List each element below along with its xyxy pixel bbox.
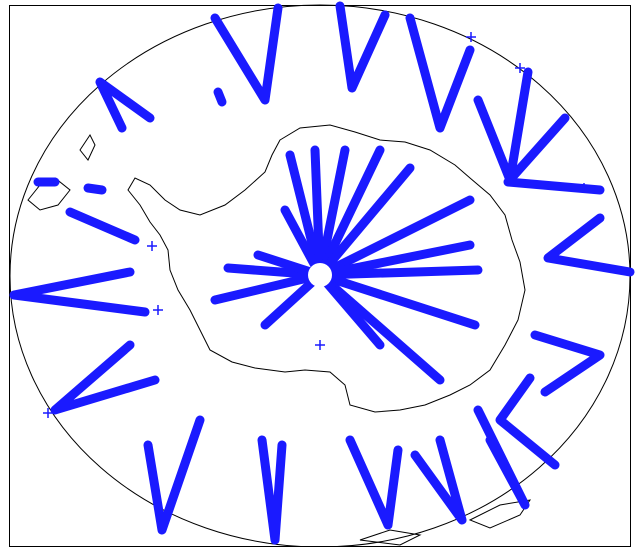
track	[143, 415, 205, 535]
track	[310, 145, 325, 280]
track	[65, 207, 140, 245]
track	[543, 213, 635, 277]
marker	[466, 32, 476, 42]
track	[50, 340, 160, 415]
track	[503, 113, 605, 195]
track	[473, 405, 530, 510]
track	[315, 195, 475, 280]
track	[335, 1, 390, 93]
polar-tracks	[210, 145, 483, 385]
track	[213, 87, 227, 107]
coastline	[127, 124, 526, 413]
marker	[515, 63, 525, 73]
marker	[43, 408, 53, 418]
track	[260, 270, 325, 330]
track	[345, 435, 403, 530]
track	[315, 163, 415, 280]
track	[315, 265, 483, 280]
markers	[43, 32, 588, 418]
coastline	[79, 134, 96, 161]
track	[495, 373, 560, 470]
track	[530, 330, 605, 397]
coastline	[359, 529, 422, 546]
track	[315, 145, 350, 280]
track	[315, 270, 480, 330]
track	[405, 13, 475, 133]
track	[9, 267, 150, 317]
marker	[153, 305, 163, 315]
marker	[580, 183, 588, 191]
marker	[315, 340, 325, 350]
marker	[147, 241, 157, 251]
track	[95, 77, 155, 133]
track	[410, 435, 467, 525]
track	[210, 270, 325, 305]
polar-gap	[308, 263, 332, 287]
outer-tracks	[9, 1, 635, 545]
track	[210, 3, 283, 105]
track	[83, 183, 107, 195]
track	[280, 205, 325, 280]
track	[315, 270, 385, 350]
track	[315, 145, 385, 280]
track	[257, 435, 287, 545]
